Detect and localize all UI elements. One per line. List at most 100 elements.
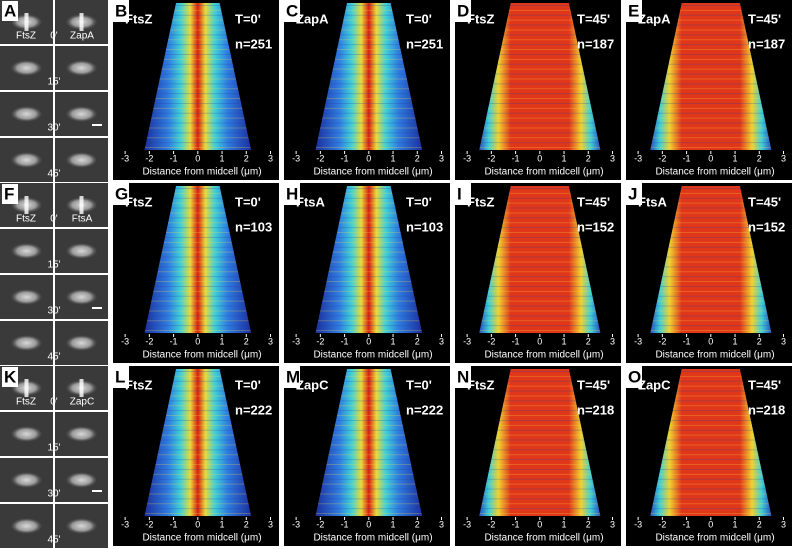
- protein-name: ZapC: [638, 377, 671, 392]
- protein-name: ZapA: [638, 11, 671, 26]
- x-tick-label: -3: [121, 519, 129, 529]
- panel-letter: O: [628, 367, 641, 386]
- panel-letter: D: [457, 1, 469, 20]
- x-tick-label: 0: [366, 519, 371, 529]
- cell: [65, 152, 98, 168]
- cell: [65, 518, 98, 534]
- protein-name: FtsA: [296, 194, 326, 209]
- time-point: T=0': [235, 11, 261, 26]
- protein-name: FtsZ: [125, 11, 153, 26]
- x-tick-label: -2: [316, 519, 324, 529]
- cell-count: n=251: [406, 36, 443, 51]
- x-tick-label: -1: [683, 336, 691, 346]
- time-label: 15': [47, 77, 60, 88]
- x-tick-label: 1: [562, 153, 567, 163]
- time-label: 0': [50, 214, 58, 225]
- cell: [10, 152, 43, 168]
- time-point: T=0': [406, 11, 432, 26]
- time-point: T=0': [406, 194, 432, 209]
- x-tick-label: 2: [757, 336, 762, 346]
- x-tick-label: 3: [268, 336, 273, 346]
- x-axis-label: Distance from midcell (μm): [484, 167, 603, 178]
- x-tick-label: 3: [781, 153, 786, 163]
- x-axis-label: Distance from midcell (μm): [142, 350, 261, 361]
- x-tick-label: 1: [220, 153, 225, 163]
- protein-name: ZapA: [296, 11, 329, 26]
- x-tick-label: 2: [415, 519, 420, 529]
- x-axis-label: Distance from midcell (μm): [313, 350, 432, 361]
- time-point: T=45': [748, 377, 781, 392]
- panel-letter: N: [457, 367, 469, 386]
- protein-name: FtsZ: [467, 11, 495, 26]
- cell: [65, 60, 98, 76]
- x-tick-label: 3: [610, 519, 615, 529]
- x-tick-label: -3: [463, 519, 471, 529]
- x-tick-label: 2: [415, 336, 420, 346]
- cell: [65, 426, 98, 442]
- cell: [10, 472, 43, 488]
- letter-bg: [626, 0, 642, 22]
- x-tick-label: 2: [244, 519, 249, 529]
- x-tick-label: 3: [439, 153, 444, 163]
- time-point: T=0': [406, 377, 432, 392]
- x-axis-label: Distance from midcell (μm): [655, 533, 774, 544]
- x-tick-label: -1: [341, 336, 349, 346]
- demograph: [315, 3, 423, 150]
- cell: [10, 335, 43, 351]
- x-tick-label: 0: [195, 519, 200, 529]
- x-tick-label: 0: [537, 519, 542, 529]
- x-tick-label: 0: [708, 153, 713, 163]
- cell-count: n=152: [577, 219, 614, 234]
- x-axis-label: Distance from midcell (μm): [313, 533, 432, 544]
- x-tick-label: -3: [634, 336, 642, 346]
- x-tick-label: 3: [439, 336, 444, 346]
- x-tick-label: -1: [341, 519, 349, 529]
- panel-letter: L: [115, 367, 125, 386]
- letter-bg: [113, 0, 129, 22]
- cell-count: n=187: [748, 36, 785, 51]
- cell: [10, 518, 43, 534]
- letter-bg: [284, 0, 300, 22]
- x-axis-label: Distance from midcell (μm): [484, 350, 603, 361]
- panel-letter: C: [286, 1, 298, 20]
- x-tick-label: -3: [634, 153, 642, 163]
- scale-bar: [92, 124, 102, 126]
- cell: [65, 106, 98, 122]
- x-tick-label: -2: [145, 336, 153, 346]
- cell: [10, 243, 43, 259]
- cell-count: n=103: [235, 219, 272, 234]
- cell-count: n=187: [577, 36, 614, 51]
- x-axis-label: Distance from midcell (μm): [655, 350, 774, 361]
- x-tick-label: 2: [244, 336, 249, 346]
- x-tick-label: -2: [658, 153, 666, 163]
- letter-bg: [113, 366, 129, 388]
- x-tick-label: 3: [781, 519, 786, 529]
- time-label: 45': [47, 169, 60, 180]
- x-tick-label: 0: [195, 153, 200, 163]
- x-tick-label: -1: [170, 519, 178, 529]
- x-tick-label: -3: [634, 519, 642, 529]
- panel-letter: B: [115, 1, 127, 20]
- panel-letter: A: [4, 1, 16, 20]
- letter-bg: [455, 0, 471, 22]
- x-tick-label: 3: [781, 336, 786, 346]
- demograph: [144, 369, 252, 516]
- time-label: 45': [47, 535, 60, 546]
- x-tick-label: 0: [537, 153, 542, 163]
- cell: [65, 243, 98, 259]
- x-tick-label: 2: [244, 153, 249, 163]
- demograph: [144, 186, 252, 333]
- ring: [24, 13, 29, 31]
- x-tick-label: 0: [537, 336, 542, 346]
- demograph: [650, 369, 772, 516]
- time-label: 0': [50, 31, 58, 42]
- cell-count: n=152: [748, 219, 785, 234]
- time-label: 15': [47, 260, 60, 271]
- x-tick-label: -2: [316, 336, 324, 346]
- panel-letter: I: [457, 184, 462, 203]
- time-point: T=45': [577, 377, 610, 392]
- cell: [10, 60, 43, 76]
- cell-count: n=218: [577, 402, 614, 417]
- panel-letter: J: [628, 184, 637, 203]
- x-tick-label: 0: [708, 336, 713, 346]
